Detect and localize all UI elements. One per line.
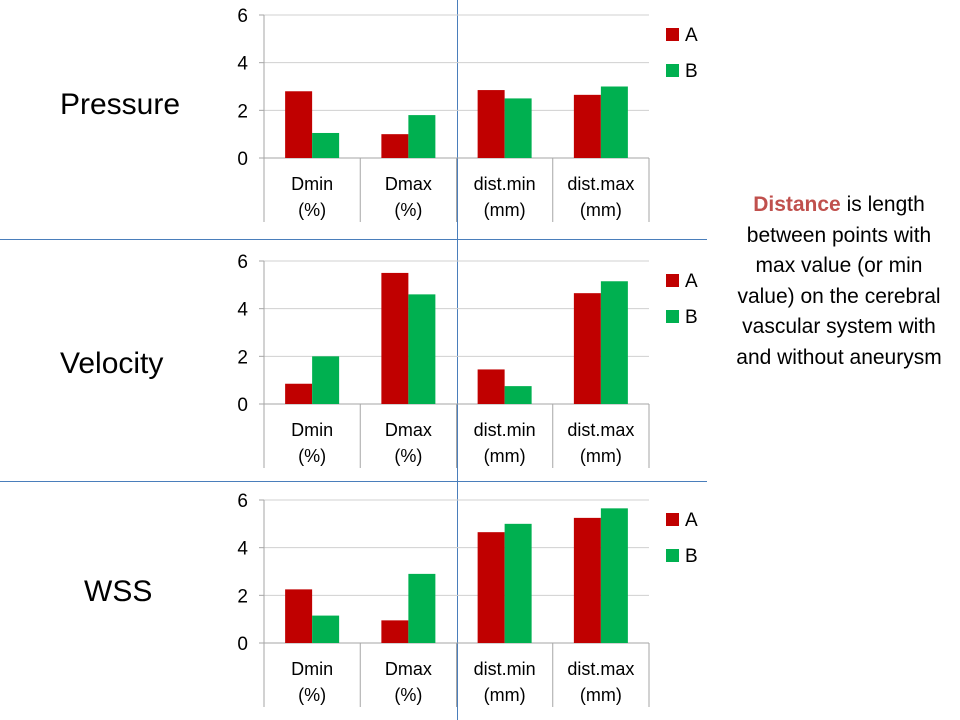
pressure-category-label-2-0: dist.min bbox=[474, 174, 536, 194]
pressure-ytick-label-4: 4 bbox=[237, 54, 248, 75]
wss-legend-label-B: B bbox=[685, 546, 698, 567]
wss-bar-B-1 bbox=[408, 573, 436, 643]
pressure-legend-label-B: B bbox=[685, 61, 698, 82]
horizontal-divider-2 bbox=[0, 481, 707, 482]
wss-legend-swatch-B bbox=[666, 549, 679, 562]
velocity-bar-B-2 bbox=[504, 386, 532, 404]
wss-bar-A-2 bbox=[477, 532, 505, 643]
velocity-bar-B-1 bbox=[408, 294, 436, 404]
wss-ytick-label-6: 6 bbox=[237, 491, 248, 512]
wss-chart: 0 2 4 6 Dmin (%) Dmax (%) dist.min (mm) dist.max (m… bbox=[237, 491, 698, 707]
wss-ytick-label-0: 0 bbox=[237, 634, 248, 655]
distance-note: Distance is length between points with m… bbox=[728, 190, 950, 373]
row-label-velocity: Velocity bbox=[60, 347, 164, 380]
velocity-bar-A-3 bbox=[573, 293, 601, 404]
wss-bar-B-2 bbox=[504, 523, 532, 643]
pressure-category-label-1-0: Dmax bbox=[385, 174, 432, 194]
wss-category-label-1-0: Dmax bbox=[385, 659, 432, 679]
velocity-category-label-1-0: Dmax bbox=[385, 420, 432, 440]
velocity-category-label-3-1: (mm) bbox=[580, 446, 622, 466]
distance-note-text: is length between points with max value … bbox=[736, 193, 942, 369]
velocity-legend-swatch-B bbox=[666, 310, 679, 323]
pressure-legend-swatch-B bbox=[666, 64, 679, 77]
velocity-category-label-0-1: (%) bbox=[298, 446, 326, 466]
velocity-bar-B-3 bbox=[600, 281, 628, 404]
wss-category-label-0-1: (%) bbox=[298, 685, 326, 705]
wss-legend-swatch-A bbox=[666, 513, 679, 526]
wss-ytick-label-4: 4 bbox=[237, 539, 248, 560]
pressure-chart: 0 2 4 6 Dmin (%) Dmax (%) dist.min (mm) dist.max (m… bbox=[237, 6, 698, 222]
velocity-bar-A-1 bbox=[381, 272, 409, 404]
pressure-category-label-3-1: (mm) bbox=[580, 200, 622, 220]
wss-bar-B-3 bbox=[600, 508, 628, 643]
pressure-legend-swatch-A bbox=[666, 28, 679, 41]
vertical-divider bbox=[457, 0, 458, 720]
velocity-category-label-0-0: Dmin bbox=[291, 420, 333, 440]
pressure-legend-label-A: A bbox=[685, 25, 698, 46]
wss-bar-A-1 bbox=[381, 620, 409, 643]
wss-category-label-3-1: (mm) bbox=[580, 685, 622, 705]
pressure-bar-B-3 bbox=[600, 86, 628, 158]
pressure-ytick-label-6: 6 bbox=[237, 6, 248, 27]
velocity-category-label-1-1: (%) bbox=[394, 446, 422, 466]
wss-bar-A-3 bbox=[573, 517, 601, 643]
wss-bar-B-0 bbox=[312, 615, 340, 643]
row-label-pressure: Pressure bbox=[60, 88, 181, 121]
velocity-ytick-label-2: 2 bbox=[237, 347, 248, 368]
velocity-ytick-label-6: 6 bbox=[237, 252, 248, 273]
pressure-bar-B-2 bbox=[504, 98, 532, 158]
velocity-legend-swatch-A bbox=[666, 274, 679, 287]
pressure-bar-A-0 bbox=[285, 91, 313, 158]
velocity-category-label-2-0: dist.min bbox=[474, 420, 536, 440]
pressure-category-label-2-1: (mm) bbox=[484, 200, 526, 220]
velocity-legend-label-A: A bbox=[685, 271, 698, 292]
wss-category-label-3-0: dist.max bbox=[567, 659, 634, 679]
pressure-ytick-label-0: 0 bbox=[237, 149, 248, 170]
pressure-bar-A-2 bbox=[477, 90, 505, 158]
distance-note-highlight: Distance bbox=[753, 193, 841, 216]
pressure-category-label-1-1: (%) bbox=[394, 200, 422, 220]
velocity-bar-A-2 bbox=[477, 369, 505, 404]
pressure-bar-A-1 bbox=[381, 134, 409, 158]
pressure-bar-B-1 bbox=[408, 115, 436, 158]
wss-category-label-0-0: Dmin bbox=[291, 659, 333, 679]
velocity-category-label-2-1: (mm) bbox=[484, 446, 526, 466]
wss-category-label-1-1: (%) bbox=[394, 685, 422, 705]
velocity-ytick-label-0: 0 bbox=[237, 395, 248, 416]
velocity-bar-B-0 bbox=[312, 356, 340, 404]
pressure-ytick-label-2: 2 bbox=[237, 101, 248, 122]
pressure-category-label-0-1: (%) bbox=[298, 200, 326, 220]
row-label-wss: WSS bbox=[84, 575, 153, 608]
pressure-bar-A-3 bbox=[573, 94, 601, 158]
velocity-chart: 0 2 4 6 Dmin (%) Dmax (%) dist.min (mm) dist.max (m… bbox=[237, 252, 698, 468]
velocity-category-label-3-0: dist.max bbox=[567, 420, 634, 440]
pressure-bar-B-0 bbox=[312, 132, 340, 158]
wss-ytick-label-2: 2 bbox=[237, 586, 248, 607]
pressure-category-label-3-0: dist.max bbox=[567, 174, 634, 194]
velocity-bar-A-0 bbox=[285, 383, 313, 404]
pressure-category-label-0-0: Dmin bbox=[291, 174, 333, 194]
wss-bar-A-0 bbox=[285, 589, 313, 643]
velocity-ytick-label-4: 4 bbox=[237, 300, 248, 321]
velocity-legend-label-B: B bbox=[685, 307, 698, 328]
wss-legend-label-A: A bbox=[685, 510, 698, 531]
wss-category-label-2-0: dist.min bbox=[474, 659, 536, 679]
wss-category-label-2-1: (mm) bbox=[484, 685, 526, 705]
horizontal-divider-1 bbox=[0, 239, 707, 240]
